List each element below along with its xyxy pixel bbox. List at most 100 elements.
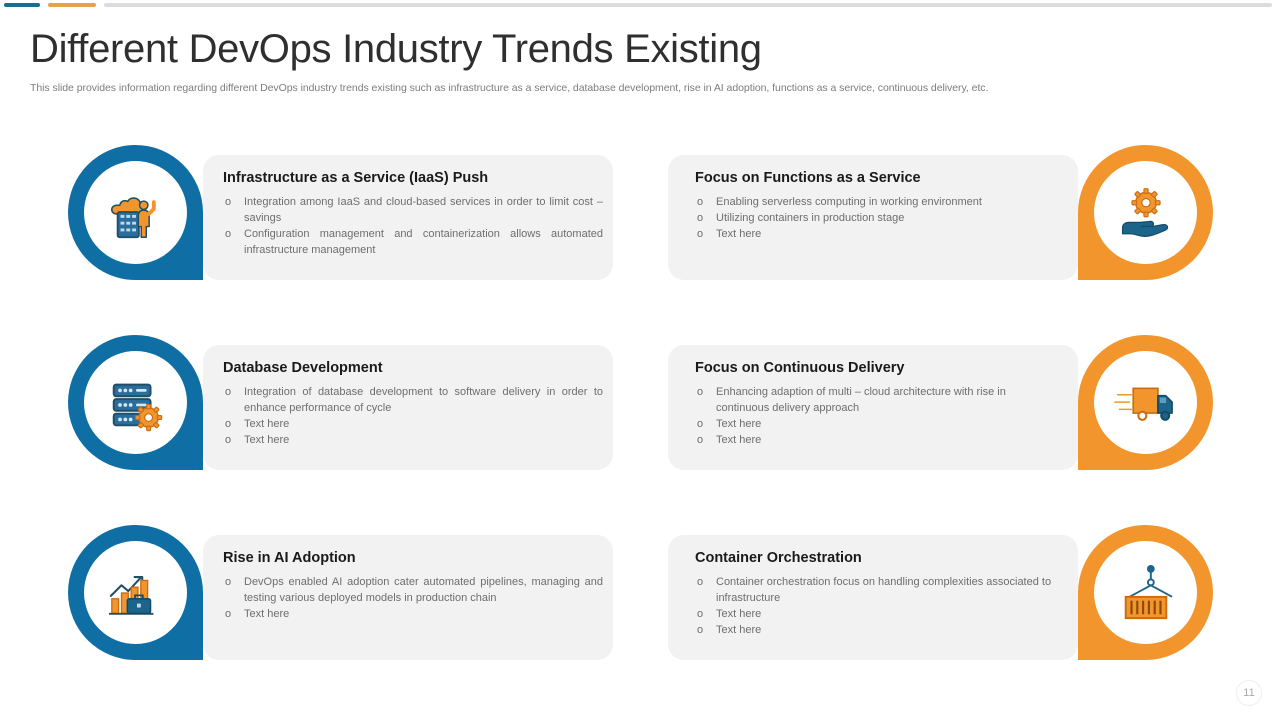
- card-text-block: Focus on Functions as a Service o Enabling…: [695, 169, 1055, 242]
- card-bullet-text: Utilizing containers in production stage: [716, 212, 905, 224]
- top-accent-bars: [0, 3, 1280, 9]
- card-bullet-item: o Text here: [223, 416, 603, 432]
- card-row: Database Development o Integration of data…: [0, 330, 1280, 520]
- trend-card-rise-in-ai-adoption[interactable]: Rise in AI Adoption o DevOps enabled AI ad…: [68, 525, 613, 660]
- card-bullet-text: DevOps enabled AI adoption cater automat…: [244, 576, 603, 604]
- card-bullet-item: o Text here: [695, 432, 1055, 448]
- card-bullet-list: o Enabling serverless computing in workin…: [695, 194, 1055, 242]
- bullet-marker-icon: o: [225, 196, 232, 208]
- trend-card-infrastructure-as-a-service-push[interactable]: Infrastructure as a Service (IaaS) Push o…: [68, 145, 613, 280]
- card-text-block: Rise in AI Adoption o DevOps enabled AI ad…: [223, 549, 603, 622]
- card-bullet-text: Integration among IaaS and cloud-based s…: [244, 196, 603, 224]
- shipping-container-crane-icon: [1094, 541, 1197, 644]
- card-bullet-item: o Integration of database development to …: [223, 384, 603, 416]
- trend-card-focus-on-continuous-delivery[interactable]: Focus on Continuous Delivery o Enhancing a…: [668, 335, 1213, 470]
- delivery-truck-icon: [1094, 351, 1197, 454]
- card-title: Infrastructure as a Service (IaaS) Push: [223, 170, 489, 186]
- database-gear-icon: [84, 351, 187, 454]
- card-bullet-text: Text here: [244, 418, 290, 430]
- card-bullet-list: o Enhancing adaption of multi – cloud arc…: [695, 384, 1055, 448]
- card-bullet-item: o Integration among IaaS and cloud-based …: [223, 194, 603, 226]
- card-text-block: Database Development o Integration of data…: [223, 359, 603, 448]
- card-text-block: Focus on Continuous Delivery o Enhancing a…: [695, 359, 1055, 448]
- card-icon-pin: [68, 335, 203, 470]
- cloud-server-person-icon: [84, 161, 187, 264]
- card-title: Container Orchestration: [695, 550, 862, 566]
- gear-in-hand-icon: [1094, 161, 1197, 264]
- card-row: Rise in AI Adoption o DevOps enabled AI ad…: [0, 520, 1280, 710]
- bullet-marker-icon: o: [697, 434, 704, 446]
- page-number-badge: 11: [1236, 680, 1262, 706]
- card-bullet-text: Text here: [244, 434, 290, 446]
- card-panel: [668, 345, 1078, 470]
- card-bullet-text: Text here: [244, 608, 290, 620]
- top-accent-bar-grey: [104, 3, 1272, 7]
- card-row: Infrastructure as a Service (IaaS) Push o…: [0, 140, 1280, 330]
- card-panel: [203, 535, 613, 660]
- top-accent-bar-blue: [4, 3, 40, 7]
- card-icon-pin: [1078, 145, 1213, 280]
- bullet-marker-icon: o: [225, 386, 232, 398]
- card-text-block: Container Orchestration o Container orches…: [695, 549, 1055, 638]
- bullet-marker-icon: o: [697, 196, 704, 208]
- card-bullet-text: Text here: [716, 624, 762, 636]
- card-bullet-text: Text here: [716, 434, 762, 446]
- card-bullet-item: o Configuration management and containeri…: [223, 226, 603, 258]
- card-bullet-item: o DevOps enabled AI adoption cater automa…: [223, 574, 603, 606]
- card-bullet-text: Text here: [716, 608, 762, 620]
- card-panel: [203, 155, 613, 280]
- card-bullet-text: Text here: [716, 418, 762, 430]
- growth-chart-briefcase-icon: [84, 541, 187, 644]
- card-bullet-item: o Text here: [223, 606, 603, 622]
- card-title: Rise in AI Adoption: [223, 550, 356, 566]
- card-text-block: Infrastructure as a Service (IaaS) Push o…: [223, 169, 603, 258]
- card-bullet-item: o Text here: [695, 606, 1055, 622]
- bullet-marker-icon: o: [225, 228, 232, 240]
- card-bullet-text: Enabling serverless computing in working…: [716, 196, 982, 208]
- card-title: Focus on Functions as a Service: [695, 170, 921, 186]
- card-bullet-item: o Enabling serverless computing in workin…: [695, 194, 1055, 210]
- card-title: Focus on Continuous Delivery: [695, 360, 905, 376]
- top-accent-bar-orange: [48, 3, 96, 7]
- card-bullet-list: o Container orchestration focus on handli…: [695, 574, 1055, 638]
- card-icon-pin: [1078, 335, 1213, 470]
- trend-card-focus-on-functions-as-a-service[interactable]: Focus on Functions as a Service o Enabling…: [668, 145, 1213, 280]
- bullet-marker-icon: o: [697, 576, 704, 588]
- card-bullet-text: Enhancing adaption of multi – cloud arch…: [716, 386, 1006, 414]
- card-bullet-item: o Utilizing containers in production stag…: [695, 210, 1055, 226]
- card-bullet-text: Configuration management and containeriz…: [244, 228, 603, 256]
- bullet-marker-icon: o: [225, 418, 232, 430]
- card-title: Database Development: [223, 360, 383, 376]
- trend-card-database-development[interactable]: Database Development o Integration of data…: [68, 335, 613, 470]
- bullet-marker-icon: o: [697, 386, 704, 398]
- page-title: Different DevOps Industry Trends Existin…: [30, 27, 762, 71]
- card-bullet-text: Integration of database development to s…: [244, 386, 603, 414]
- card-panel: [668, 535, 1078, 660]
- card-bullet-list: o Integration of database development to …: [223, 384, 603, 448]
- trend-card-container-orchestration[interactable]: Container Orchestration o Container orches…: [668, 525, 1213, 660]
- card-bullet-item: o Text here: [223, 432, 603, 448]
- card-icon-pin: [68, 145, 203, 280]
- bullet-marker-icon: o: [225, 576, 232, 588]
- bullet-marker-icon: o: [225, 608, 232, 620]
- card-bullet-text: Text here: [716, 228, 762, 240]
- bullet-marker-icon: o: [697, 608, 704, 620]
- card-bullet-list: o DevOps enabled AI adoption cater automa…: [223, 574, 603, 622]
- card-bullet-item: o Text here: [695, 416, 1055, 432]
- card-panel: [203, 345, 613, 470]
- bullet-marker-icon: o: [697, 624, 704, 636]
- bullet-marker-icon: o: [697, 228, 704, 240]
- card-bullet-item: o Enhancing adaption of multi – cloud arc…: [695, 384, 1055, 416]
- card-bullet-item: o Text here: [695, 622, 1055, 638]
- card-bullet-item: o Container orchestration focus on handli…: [695, 574, 1055, 606]
- bullet-marker-icon: o: [225, 434, 232, 446]
- trend-card-grid: Infrastructure as a Service (IaaS) Push o…: [0, 140, 1280, 710]
- card-bullet-item: o Text here: [695, 226, 1055, 242]
- page-subtitle: This slide provides information regardin…: [30, 82, 989, 94]
- bullet-marker-icon: o: [697, 418, 704, 430]
- card-bullet-list: o Integration among IaaS and cloud-based …: [223, 194, 603, 258]
- bullet-marker-icon: o: [697, 212, 704, 224]
- card-icon-pin: [1078, 525, 1213, 660]
- card-bullet-text: Container orchestration focus on handlin…: [716, 576, 1052, 604]
